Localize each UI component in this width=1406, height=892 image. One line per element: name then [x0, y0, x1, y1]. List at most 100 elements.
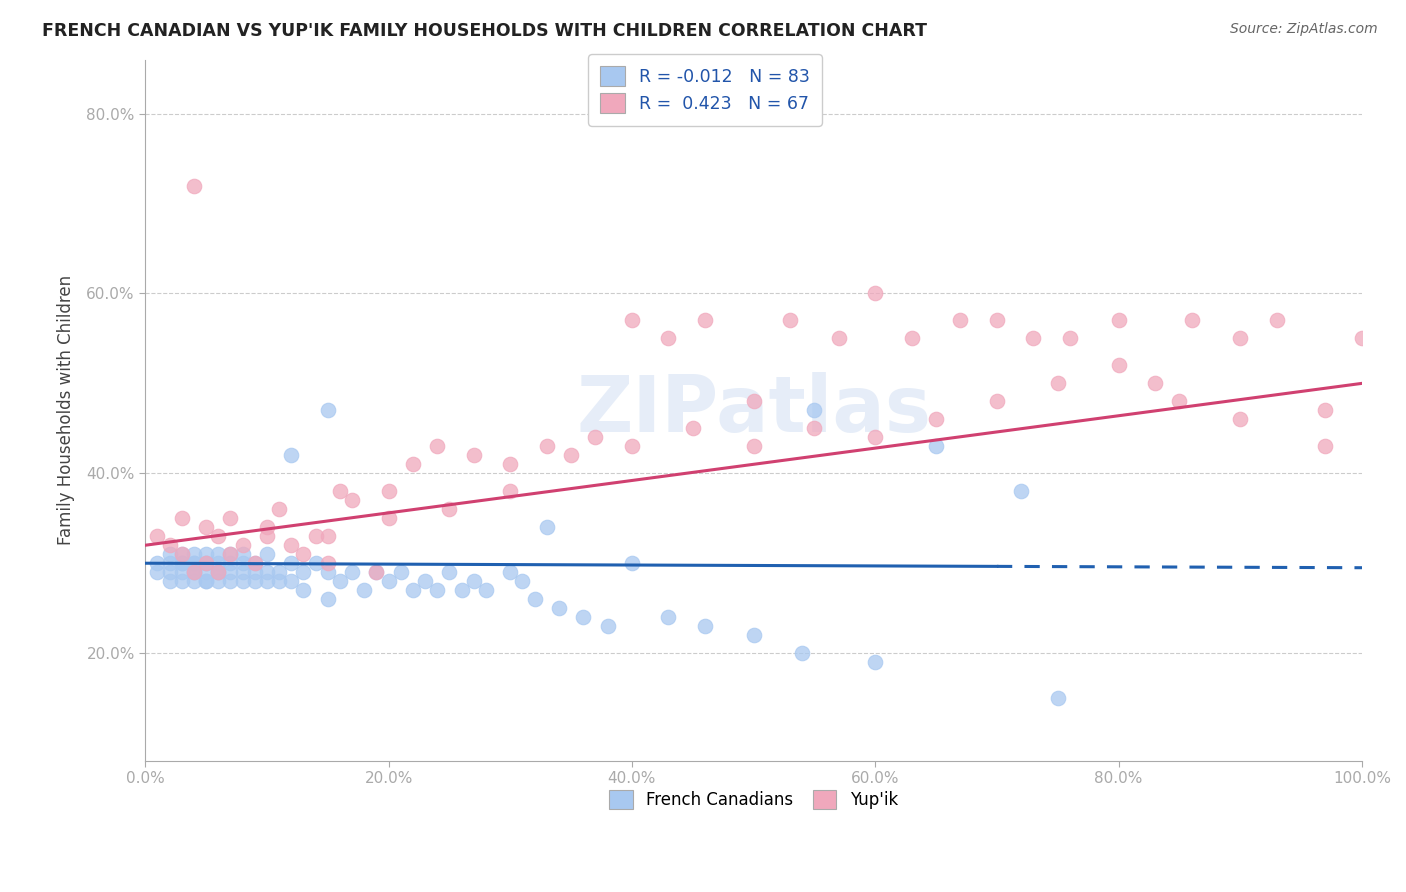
Point — [499, 484, 522, 499]
Point — [232, 538, 254, 552]
Point — [1181, 313, 1204, 327]
Point — [195, 566, 218, 580]
Point — [232, 574, 254, 589]
Point — [159, 574, 181, 589]
Point — [620, 556, 643, 570]
Point — [183, 556, 205, 570]
Point — [256, 520, 278, 534]
Point — [159, 538, 181, 552]
Point — [439, 566, 461, 580]
Point — [900, 331, 922, 345]
Point — [219, 511, 242, 525]
Point — [219, 547, 242, 561]
Point — [536, 520, 558, 534]
Point — [693, 313, 716, 327]
Point — [329, 484, 352, 499]
Point — [426, 583, 449, 598]
Point — [353, 583, 375, 598]
Point — [195, 574, 218, 589]
Point — [340, 566, 363, 580]
Point — [183, 556, 205, 570]
Point — [159, 547, 181, 561]
Point — [499, 566, 522, 580]
Point — [377, 511, 399, 525]
Point — [1010, 484, 1032, 499]
Point — [243, 556, 266, 570]
Point — [195, 520, 218, 534]
Point — [693, 619, 716, 633]
Point — [304, 556, 326, 570]
Point — [183, 574, 205, 589]
Point — [146, 556, 169, 570]
Point — [170, 574, 193, 589]
Point — [1108, 313, 1130, 327]
Point — [159, 556, 181, 570]
Point — [439, 502, 461, 516]
Point — [170, 511, 193, 525]
Point — [207, 529, 229, 543]
Point — [183, 547, 205, 561]
Point — [170, 547, 193, 561]
Point — [986, 313, 1008, 327]
Point — [1351, 331, 1374, 345]
Point — [1229, 331, 1251, 345]
Point — [657, 610, 679, 624]
Point — [620, 439, 643, 453]
Point — [865, 430, 887, 444]
Point — [450, 583, 472, 598]
Point — [267, 574, 290, 589]
Point — [170, 566, 193, 580]
Point — [280, 556, 302, 570]
Point — [1059, 331, 1081, 345]
Point — [195, 556, 218, 570]
Point — [803, 421, 825, 435]
Point — [219, 547, 242, 561]
Point — [402, 458, 425, 472]
Point — [596, 619, 619, 633]
Point — [170, 556, 193, 570]
Point — [583, 430, 606, 444]
Text: FRENCH CANADIAN VS YUP'IK FAMILY HOUSEHOLDS WITH CHILDREN CORRELATION CHART: FRENCH CANADIAN VS YUP'IK FAMILY HOUSEHO… — [42, 22, 927, 40]
Point — [207, 566, 229, 580]
Point — [316, 529, 339, 543]
Point — [183, 566, 205, 580]
Point — [1022, 331, 1045, 345]
Point — [146, 566, 169, 580]
Point — [1046, 691, 1069, 706]
Point — [304, 529, 326, 543]
Point — [316, 592, 339, 607]
Point — [572, 610, 595, 624]
Point — [986, 394, 1008, 409]
Point — [426, 439, 449, 453]
Point — [195, 556, 218, 570]
Point — [949, 313, 972, 327]
Point — [1108, 359, 1130, 373]
Point — [366, 566, 388, 580]
Point — [925, 412, 948, 426]
Point — [865, 655, 887, 669]
Point — [207, 566, 229, 580]
Point — [1229, 412, 1251, 426]
Point — [183, 178, 205, 193]
Point — [742, 394, 765, 409]
Point — [742, 628, 765, 642]
Point — [1315, 403, 1337, 417]
Point — [1144, 376, 1167, 391]
Point — [243, 566, 266, 580]
Point — [280, 448, 302, 462]
Point — [657, 331, 679, 345]
Point — [865, 286, 887, 301]
Point — [366, 566, 388, 580]
Point — [1265, 313, 1288, 327]
Point — [1046, 376, 1069, 391]
Point — [207, 566, 229, 580]
Point — [499, 458, 522, 472]
Point — [243, 556, 266, 570]
Point — [792, 646, 814, 660]
Point — [195, 574, 218, 589]
Point — [316, 566, 339, 580]
Point — [170, 556, 193, 570]
Point — [389, 566, 412, 580]
Point — [256, 529, 278, 543]
Point — [292, 566, 315, 580]
